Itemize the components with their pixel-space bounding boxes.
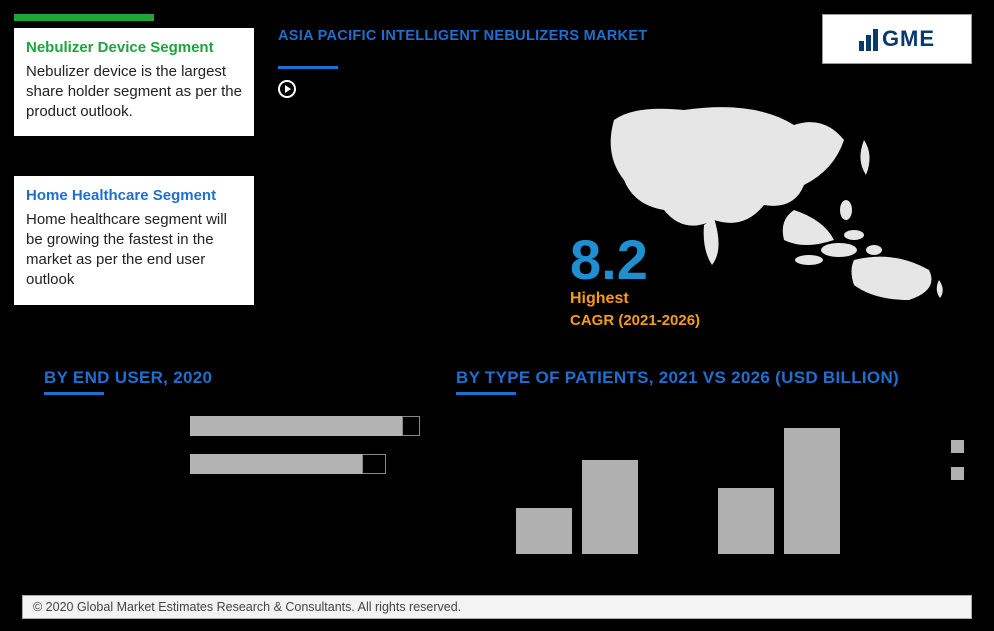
legend-swatch — [951, 467, 964, 480]
card-body: Home healthcare segment will be growing … — [26, 210, 242, 291]
bar-group-2 — [718, 428, 840, 554]
gme-logo: GME — [822, 14, 972, 64]
bar-2026 — [784, 428, 840, 554]
section-header-patients: BY TYPE OF PATIENTS, 2021 VS 2026 (USD B… — [456, 368, 899, 388]
bar-segment-a — [190, 416, 402, 436]
logo-bars-icon — [859, 27, 878, 51]
patients-legend — [951, 440, 964, 480]
title-underline — [278, 66, 338, 69]
cagr-label-period: CAGR (2021-2026) — [570, 312, 700, 329]
page-title: ASIA PACIFIC INTELLIGENT NEBULIZERS MARK… — [278, 28, 647, 44]
logo-text: GME — [882, 26, 935, 52]
segment-card-nebulizer: Nebulizer Device Segment Nebulizer devic… — [14, 28, 254, 136]
bar-2021 — [718, 488, 774, 554]
end-user-bar-1 — [190, 416, 420, 436]
bar-segment-b — [402, 416, 420, 436]
card-title: Home Healthcare Segment — [26, 186, 242, 206]
infographic-canvas: Nebulizer Device Segment Nebulizer devic… — [0, 0, 994, 631]
legend-swatch — [951, 440, 964, 453]
header-underline — [456, 392, 516, 395]
bar-group-1 — [516, 460, 638, 554]
card-title: Nebulizer Device Segment — [26, 38, 242, 58]
accent-bar-green — [14, 14, 154, 21]
asia-pacific-map-icon — [594, 100, 954, 300]
copyright-footer: © 2020 Global Market Estimates Research … — [22, 595, 972, 619]
bar-2021 — [516, 508, 572, 554]
patients-bar-chart — [516, 404, 896, 554]
end-user-bar-2 — [190, 454, 386, 474]
header-underline — [44, 392, 104, 395]
segment-card-home-healthcare: Home Healthcare Segment Home healthcare … — [14, 176, 254, 305]
card-body: Nebulizer device is the largest share ho… — [26, 62, 242, 123]
bar-segment-a — [190, 454, 362, 474]
bar-segment-b — [362, 454, 386, 474]
cagr-label-highest: Highest — [570, 290, 629, 308]
bar-2026 — [582, 460, 638, 554]
section-header-end-user: BY END USER, 2020 — [44, 368, 212, 388]
cagr-value: 8.2 — [570, 232, 648, 288]
play-circle-icon — [278, 80, 296, 98]
